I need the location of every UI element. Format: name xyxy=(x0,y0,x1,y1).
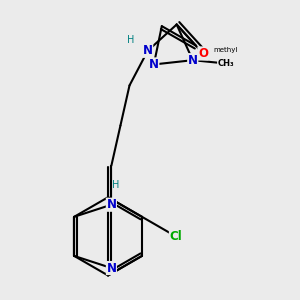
Text: N: N xyxy=(106,198,116,211)
Text: CH₃: CH₃ xyxy=(218,59,234,68)
Text: N: N xyxy=(149,58,159,71)
Text: N: N xyxy=(106,262,116,275)
Text: Cl: Cl xyxy=(169,230,182,243)
Text: H: H xyxy=(112,180,119,190)
Text: methyl: methyl xyxy=(214,47,238,53)
Text: N: N xyxy=(143,44,153,57)
Text: N: N xyxy=(188,54,198,67)
Text: H: H xyxy=(127,35,134,45)
Text: O: O xyxy=(198,47,208,60)
